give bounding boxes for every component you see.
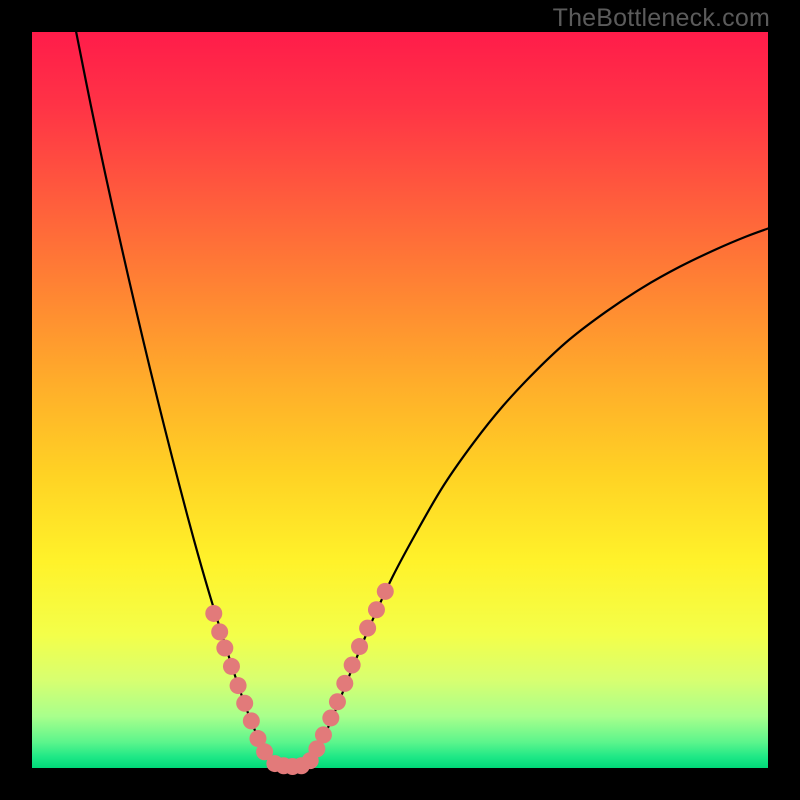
data-dot xyxy=(223,658,240,675)
data-dot xyxy=(211,623,228,640)
data-dot xyxy=(315,726,332,743)
data-dot xyxy=(359,620,376,637)
data-dot xyxy=(216,640,233,657)
data-dot xyxy=(322,709,339,726)
plot-area xyxy=(32,32,768,768)
data-dot xyxy=(351,638,368,655)
data-dot xyxy=(329,693,346,710)
data-dot xyxy=(205,605,222,622)
dots-group xyxy=(205,583,393,775)
data-dot xyxy=(243,712,260,729)
data-dot xyxy=(336,675,353,692)
curve-left xyxy=(76,32,289,767)
data-dot xyxy=(377,583,394,600)
curves-layer xyxy=(32,32,768,768)
data-dot xyxy=(368,601,385,618)
watermark-text: TheBottleneck.com xyxy=(553,4,770,33)
data-dot xyxy=(230,677,247,694)
chart-root: TheBottleneck.com xyxy=(0,0,800,800)
data-dot xyxy=(236,695,253,712)
curve-right xyxy=(297,229,768,767)
data-dot xyxy=(344,656,361,673)
